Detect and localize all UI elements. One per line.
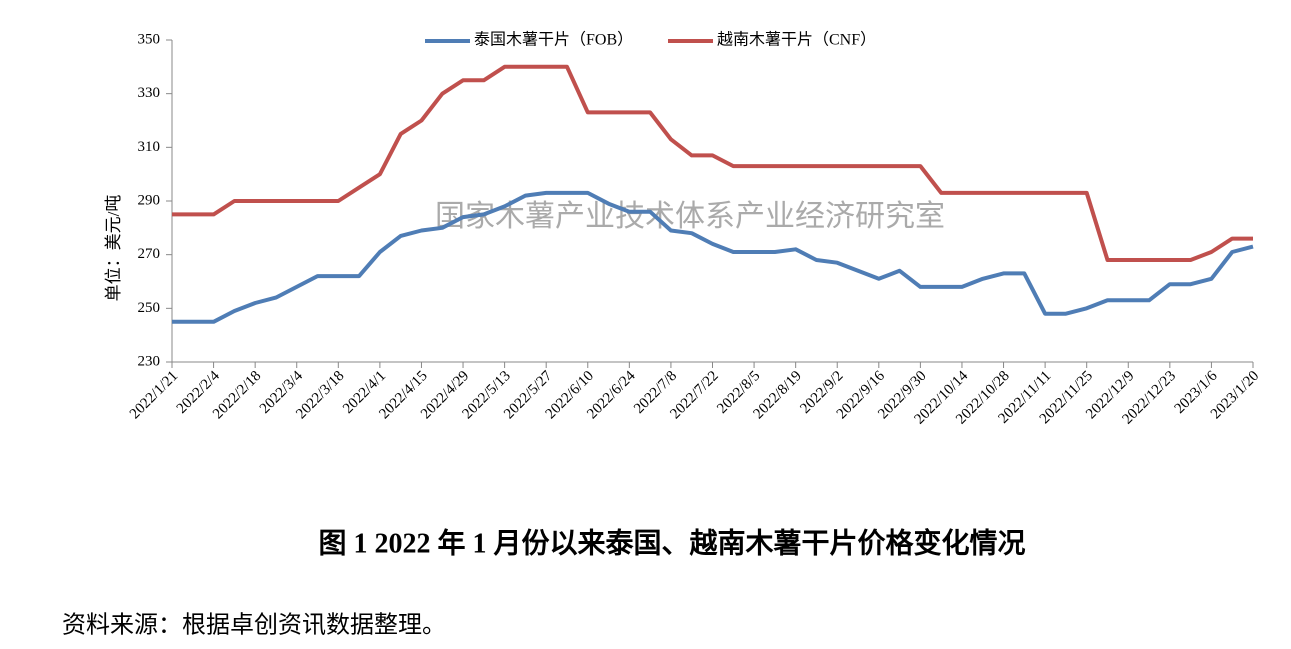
y-tick-label: 350 xyxy=(138,31,161,47)
y-axis-label: 单位：美元/吨 xyxy=(104,195,123,302)
y-tick-label: 290 xyxy=(138,192,161,208)
y-tick-label: 230 xyxy=(138,353,161,369)
y-tick-label: 310 xyxy=(138,139,161,155)
legend-label: 泰国木薯干片（FOB） xyxy=(474,31,633,49)
source: 资料来源：根据卓创资讯数据整理。 xyxy=(62,612,446,639)
y-tick-label: 270 xyxy=(138,246,161,262)
legend-label: 越南木薯干片（CNF） xyxy=(717,31,876,49)
y-tick-label: 330 xyxy=(138,85,161,101)
x-tick-label: 2022/1/21 xyxy=(127,368,181,422)
series-line xyxy=(172,64,1253,262)
y-tick-label: 250 xyxy=(138,300,161,316)
series-line xyxy=(172,190,1254,324)
watermark: 国家木薯产业技术体系产业经济研究室 xyxy=(435,200,945,233)
caption: 图 1 2022 年 1 月份以来泰国、越南木薯干片价格变化情况 xyxy=(318,526,1025,559)
